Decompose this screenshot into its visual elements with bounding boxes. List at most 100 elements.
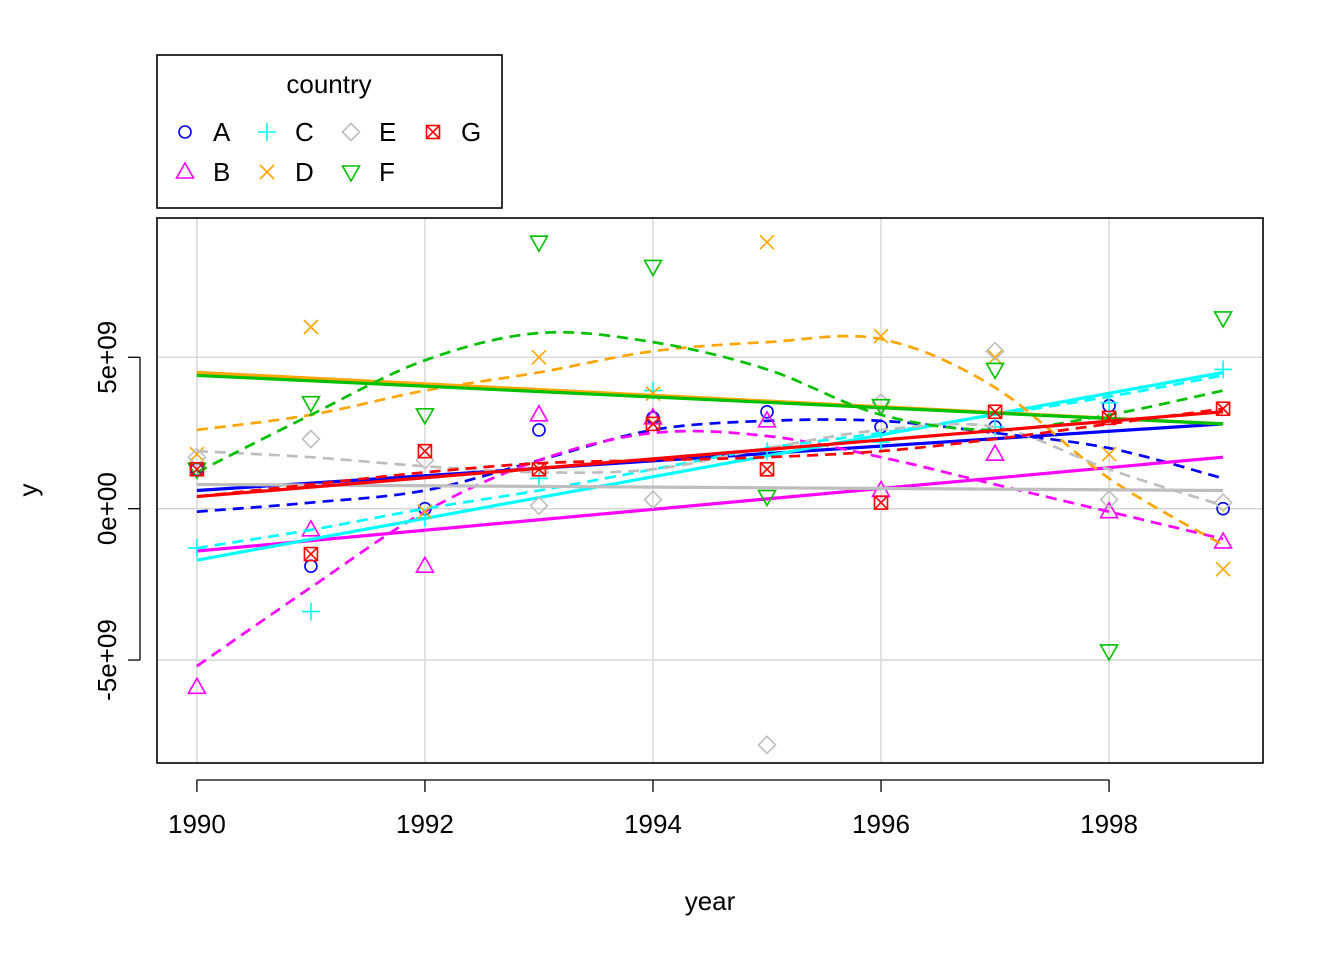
legend-marker [341, 165, 361, 183]
marker-shape [1213, 531, 1233, 549]
marker-shape [303, 319, 319, 335]
marker-shape [757, 489, 777, 508]
marker-shape [415, 555, 435, 573]
data-point [873, 495, 889, 510]
data-point [757, 410, 777, 428]
legend-label: F [379, 157, 395, 187]
marker-shape [301, 395, 321, 414]
y-tick-label: 5e+09 [92, 321, 122, 394]
series-C [187, 360, 1233, 621]
data-point [304, 559, 318, 573]
marker-shape [425, 124, 441, 140]
marker-shape [985, 341, 1005, 361]
legend: country AB CD EF G [156, 54, 503, 209]
marker-shape [985, 443, 1005, 461]
legend-title: country [286, 69, 371, 99]
marker-shape [1216, 501, 1230, 516]
x-tick-label: 1994 [624, 809, 682, 839]
data-point [1213, 492, 1233, 513]
fit-line [196, 482, 1224, 493]
marker-shape [189, 446, 205, 462]
y-tick-label: 0e+00 [92, 472, 122, 545]
data-point [415, 408, 435, 426]
marker-shape [529, 235, 549, 253]
smooth-line [196, 334, 1224, 547]
legend-label: A [213, 117, 231, 147]
data-point [1213, 531, 1233, 549]
marker-shape [341, 122, 361, 142]
legend-marker [258, 123, 276, 141]
marker-shape [643, 489, 663, 510]
series-E [187, 341, 1233, 755]
data-point [532, 423, 546, 437]
data-point [1213, 311, 1233, 329]
marker-shape [1213, 311, 1233, 329]
legend-item-E: E [341, 117, 396, 147]
marker-shape [341, 165, 361, 183]
fit-line [196, 455, 1224, 553]
marker-shape [529, 496, 549, 516]
x-tick-label: 1992 [396, 809, 454, 839]
legend-item-F: F [341, 157, 395, 187]
data-point [417, 443, 433, 459]
legend-marker [425, 124, 441, 140]
marker-shape [1214, 360, 1233, 379]
marker-shape [187, 447, 207, 467]
marker-shape [178, 125, 192, 139]
marker-shape [301, 602, 320, 621]
legend-item-D: D [259, 157, 314, 187]
legend-label: C [295, 117, 314, 147]
marker-shape [258, 123, 276, 141]
series-layer [187, 234, 1233, 755]
data-point [187, 447, 207, 467]
y-tick-label: -5e+09 [92, 619, 122, 701]
x-tick-label: 1996 [852, 809, 910, 839]
marker-shape [304, 559, 318, 573]
data-point [1099, 644, 1119, 662]
marker-shape [1099, 489, 1119, 510]
y-axis-label: y [13, 484, 43, 497]
x-tick-label: 1998 [1080, 809, 1138, 839]
marker-shape [1215, 561, 1231, 577]
marker-shape [1101, 410, 1117, 426]
data-point [303, 546, 319, 562]
marker-shape [189, 462, 204, 477]
smooth-line [196, 374, 1224, 550]
data-point [757, 489, 777, 508]
data-point [1216, 501, 1230, 516]
data-point [759, 462, 775, 477]
marker-shape [1101, 446, 1117, 462]
data-point [757, 735, 777, 755]
marker-shape [645, 416, 661, 432]
marker-shape [759, 234, 775, 250]
marker-shape [531, 349, 547, 365]
data-point [301, 519, 321, 537]
marker-shape [643, 259, 663, 278]
data-point [529, 496, 549, 516]
data-point [1215, 561, 1231, 577]
fit-line [196, 370, 1224, 562]
fit-line [196, 410, 1224, 499]
series-F [187, 235, 1233, 662]
marker-shape [987, 404, 1003, 419]
data-point [987, 349, 1003, 365]
marker-shape [415, 408, 435, 426]
smooth-line [196, 407, 1224, 498]
marker-shape [529, 404, 549, 422]
marker-shape [1215, 401, 1231, 417]
smooth-line [196, 418, 1224, 514]
data-point [1101, 446, 1117, 462]
legend-item-B: B [175, 157, 230, 187]
axes: 1990 1992 1994 1996 1998 -5e+09 0e+00 5e+09 [92, 321, 1138, 839]
marker-shape [985, 362, 1005, 381]
marker-shape [759, 462, 775, 477]
data-point [301, 602, 320, 621]
data-point [187, 676, 207, 695]
marker-shape [757, 735, 777, 755]
series-D [189, 234, 1231, 577]
data-point [1099, 489, 1119, 510]
marker-shape [759, 462, 775, 477]
marker-shape [1099, 644, 1119, 662]
smooth-line [196, 422, 1224, 507]
data-point [301, 395, 321, 414]
